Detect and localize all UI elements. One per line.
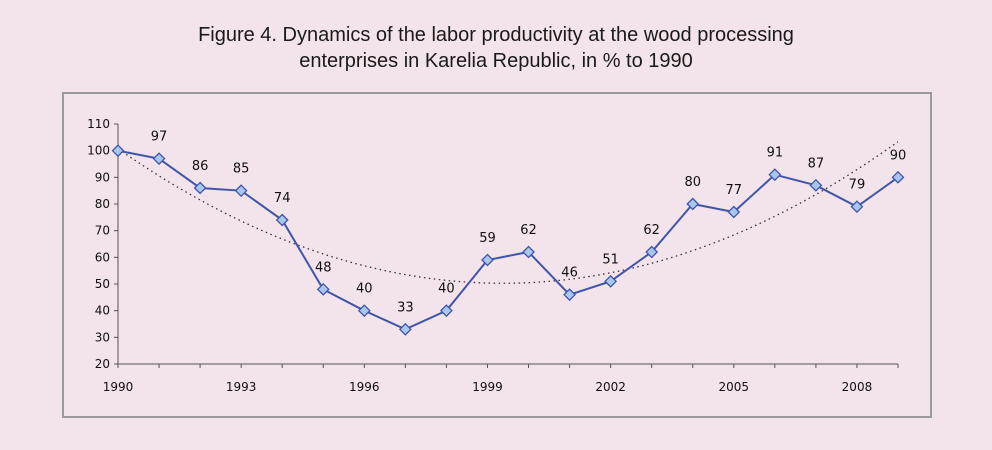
data-point	[768, 168, 782, 182]
chart-title-line1: Figure 4. Dynamics of the labor producti…	[198, 24, 794, 46]
x-tick-label: 2002	[595, 380, 626, 394]
data-point	[398, 322, 412, 336]
data-label: 91	[767, 146, 784, 161]
y-tick-label: 90	[95, 170, 110, 184]
data-point	[193, 181, 207, 195]
data-point	[440, 304, 453, 318]
data-label: 86	[192, 159, 209, 174]
series-line	[117, 149, 899, 331]
data-label: 62	[520, 223, 537, 238]
y-tick-label: 110	[87, 117, 110, 131]
data-label: 62	[643, 223, 660, 238]
data-point	[481, 253, 494, 267]
data-labels-group: 97 86 85 74 48 40 33 40 59 62 46 51 62 80 77 91 87 79 90	[151, 130, 906, 316]
data-point	[316, 282, 330, 296]
data-label: 33	[397, 300, 414, 315]
data-label: 90	[890, 148, 907, 163]
x-tick-label: 1993	[226, 380, 257, 394]
data-label: 48	[315, 260, 332, 275]
chart-title: Figure 4. Dynamics of the labor producti…	[0, 22, 992, 74]
chart-title-line2: enterprises in Karelia Republic, in % to…	[299, 50, 693, 72]
data-point	[850, 200, 864, 214]
y-tick-label: 80	[95, 197, 110, 211]
data-label: 79	[849, 178, 866, 193]
data-label: 85	[233, 162, 250, 177]
axes: 20 30 40 50 60 70 80 90 100 110 1990 1993 1996 1999 20…	[87, 117, 899, 394]
data-point	[522, 245, 535, 259]
y-tick-label: 20	[95, 357, 110, 371]
data-label: 59	[479, 231, 496, 246]
y-tick-label: 70	[95, 224, 110, 238]
data-label: 80	[684, 175, 701, 190]
data-point	[891, 170, 905, 184]
data-point	[809, 178, 823, 192]
data-point	[645, 245, 659, 259]
y-tick-label: 30	[95, 330, 110, 344]
data-point	[275, 213, 289, 227]
data-label: 87	[808, 156, 825, 171]
trendline	[117, 141, 899, 284]
data-point	[357, 304, 371, 318]
data-label: 97	[151, 130, 168, 145]
x-tick-label: 2008	[842, 380, 873, 394]
series-group	[111, 144, 905, 336]
x-tick-label: 2005	[719, 380, 750, 394]
data-point	[563, 288, 576, 302]
data-point	[111, 144, 125, 158]
data-point	[686, 197, 700, 211]
y-tick-label: 50	[95, 277, 110, 291]
y-tick-label: 60	[95, 250, 110, 264]
data-point	[727, 205, 741, 219]
data-label: 51	[602, 252, 619, 267]
data-point	[152, 152, 166, 166]
y-tick-label: 100	[87, 144, 110, 158]
x-tick-label: 1996	[349, 380, 380, 394]
data-label: 40	[438, 282, 455, 297]
x-tick-label: 1990	[103, 380, 134, 394]
x-tick-label: 1999	[472, 380, 503, 394]
data-label: 40	[356, 282, 373, 297]
data-point	[604, 274, 618, 288]
data-point	[234, 184, 248, 198]
data-label: 46	[561, 266, 578, 281]
y-tick-label: 40	[95, 304, 110, 318]
data-label: 74	[274, 191, 291, 206]
data-label: 77	[726, 183, 743, 198]
trendline-group	[117, 141, 899, 284]
